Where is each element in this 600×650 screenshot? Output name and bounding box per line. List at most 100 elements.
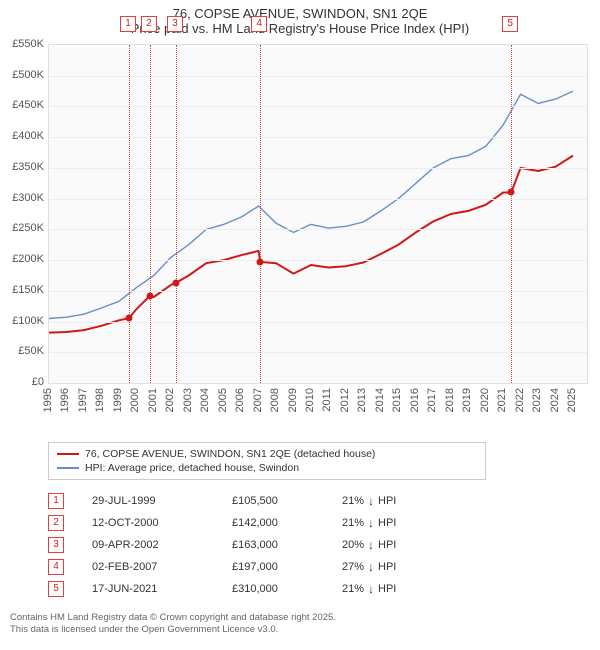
sale-marker-line — [176, 45, 177, 383]
transaction-row: 129-JUL-1999£105,50021%↓HPI — [48, 490, 548, 512]
sale-marker-line — [511, 45, 512, 383]
attribution: Contains HM Land Registry data © Crown c… — [10, 612, 590, 636]
tx-price: £163,000 — [232, 539, 342, 551]
tx-delta: 27% ↓ HPI — [342, 560, 396, 574]
tx-price: £142,000 — [232, 517, 342, 529]
tx-delta-pct: 21% — [342, 583, 364, 595]
tx-date: 12-OCT-2000 — [92, 517, 232, 529]
sale-marker-line — [260, 45, 261, 383]
tx-hpi-label: HPI — [378, 539, 396, 551]
tx-price: £105,500 — [232, 495, 342, 507]
legend-item: 76, COPSE AVENUE, SWINDON, SN1 2QE (deta… — [57, 447, 477, 461]
sale-point-dot — [508, 189, 515, 196]
tx-price: £310,000 — [232, 583, 342, 595]
tx-marker-number: 1 — [48, 493, 64, 509]
transaction-row: 2 12-OCT-2000£142,00021% ↓ HPI — [48, 512, 548, 534]
y-tick-label: £50K — [4, 345, 44, 357]
x-tick-label: 2003 — [182, 388, 194, 412]
tx-date: 17-JUN-2021 — [92, 583, 232, 595]
x-tick-label: 1998 — [94, 388, 106, 412]
x-tick-label: 2023 — [531, 388, 543, 412]
sale-point-dot — [172, 279, 179, 286]
sale-marker-box: 1 — [120, 16, 136, 32]
x-tick-label: 2013 — [356, 388, 368, 412]
x-tick-label: 2016 — [409, 388, 421, 412]
legend-item: HPI: Average price, detached house, Swin… — [57, 461, 477, 475]
sale-point-dot — [146, 292, 153, 299]
y-tick-label: £200K — [4, 253, 44, 265]
tx-delta: 21% ↓ HPI — [342, 582, 396, 596]
transaction-row: 5 17-JUN-2021£310,00021% ↓ HPI — [48, 578, 548, 600]
legend-swatch — [57, 467, 79, 469]
y-tick-label: £150K — [4, 284, 44, 296]
x-tick-label: 2024 — [549, 388, 561, 412]
figure: 76, COPSE AVENUE, SWINDON, SN1 2QE Price… — [0, 0, 600, 650]
tx-delta-pct: 20% — [342, 539, 364, 551]
tx-delta: 21% ↓ HPI — [342, 516, 396, 530]
y-tick-label: £100K — [4, 315, 44, 327]
arrow-down-icon: ↓ — [368, 516, 374, 530]
x-tick-label: 2008 — [269, 388, 281, 412]
legend: 76, COPSE AVENUE, SWINDON, SN1 2QE (deta… — [48, 442, 486, 480]
x-tick-label: 2014 — [374, 388, 386, 412]
tx-marker-number: 3 — [48, 537, 64, 553]
tx-delta: 21%↓HPI — [342, 494, 396, 508]
x-tick-label: 2011 — [321, 388, 333, 412]
tx-date: 09-APR-2002 — [92, 539, 232, 551]
x-tick-label: 2018 — [444, 388, 456, 412]
tx-hpi-label: HPI — [378, 561, 396, 573]
transaction-row: 3 09-APR-2002£163,00020%↓HPI — [48, 534, 548, 556]
series-line — [49, 156, 573, 333]
y-tick-label: £500K — [4, 69, 44, 81]
arrow-down-icon: ↓ — [368, 560, 374, 574]
x-tick-label: 2022 — [514, 388, 526, 412]
x-tick-label: 2019 — [461, 388, 473, 412]
tx-date: 02-FEB-2007 — [92, 561, 232, 573]
x-tick-label: 2009 — [287, 388, 299, 412]
x-tick-label: 2025 — [566, 388, 578, 412]
tx-marker-number: 5 — [48, 581, 64, 597]
y-tick-label: £550K — [4, 38, 44, 50]
x-tick-label: 2015 — [391, 388, 403, 412]
tx-marker-number: 4 — [48, 559, 64, 575]
transaction-row: 4 02-FEB-2007£197,00027% ↓ HPI — [48, 556, 548, 578]
tx-hpi-label: HPI — [378, 583, 396, 595]
x-tick-label: 2002 — [164, 388, 176, 412]
legend-label: 76, COPSE AVENUE, SWINDON, SN1 2QE (deta… — [85, 448, 375, 460]
tx-marker-number: 2 — [48, 515, 64, 531]
sale-marker-box: 2 — [141, 16, 157, 32]
tx-delta-pct: 21% — [342, 495, 364, 507]
x-tick-label: 2021 — [496, 388, 508, 412]
y-tick-label: £350K — [4, 161, 44, 173]
legend-swatch — [57, 453, 79, 455]
sale-point-dot — [257, 258, 264, 265]
x-tick-label: 2000 — [129, 388, 141, 412]
x-tick-label: 1999 — [112, 388, 124, 412]
x-tick-label: 1997 — [77, 388, 89, 412]
tx-delta-pct: 27% — [342, 561, 364, 573]
y-tick-label: £400K — [4, 130, 44, 142]
transactions-table: 129-JUL-1999£105,50021%↓HPI212-OCT-2000£… — [48, 490, 548, 600]
x-tick-label: 2020 — [479, 388, 491, 412]
y-tick-label: £300K — [4, 192, 44, 204]
tx-hpi-label: HPI — [378, 517, 396, 529]
x-tick-label: 2012 — [339, 388, 351, 412]
x-tick-label: 2001 — [147, 388, 159, 412]
arrow-down-icon: ↓ — [368, 582, 374, 596]
sale-marker-box: 5 — [502, 16, 518, 32]
x-tick-label: 2005 — [217, 388, 229, 412]
tx-delta-pct: 21% — [342, 517, 364, 529]
arrow-down-icon: ↓ — [368, 494, 374, 508]
x-tick-label: 2010 — [304, 388, 316, 412]
x-tick-label: 2004 — [199, 388, 211, 412]
tx-price: £197,000 — [232, 561, 342, 573]
tx-date: 29-JUL-1999 — [92, 495, 232, 507]
sale-point-dot — [126, 315, 133, 322]
sale-marker-box: 4 — [251, 16, 267, 32]
sale-marker-box: 3 — [167, 16, 183, 32]
attribution-line1: Contains HM Land Registry data © Crown c… — [10, 612, 590, 624]
sale-marker-line — [150, 45, 151, 383]
y-tick-label: £0 — [4, 376, 44, 388]
x-tick-label: 1996 — [59, 388, 71, 412]
tx-delta: 20%↓HPI — [342, 538, 396, 552]
